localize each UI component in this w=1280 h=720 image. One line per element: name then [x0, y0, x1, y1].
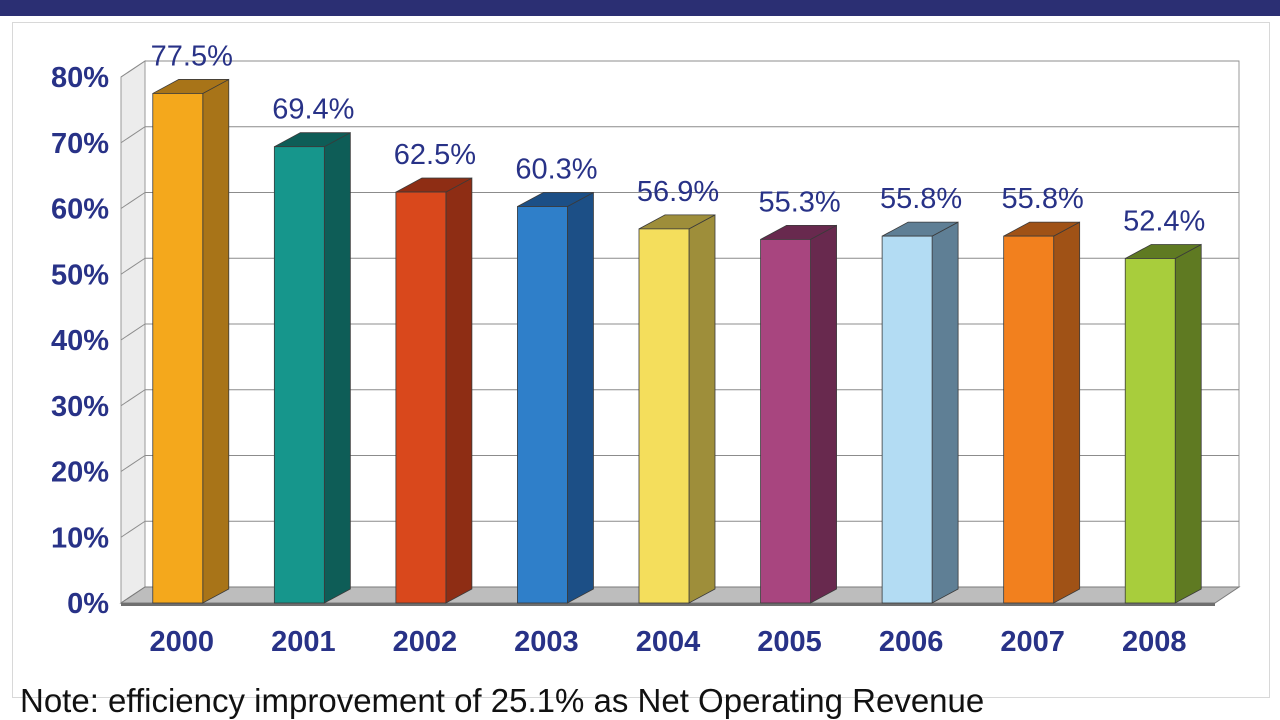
data-label: 55.8%: [1002, 183, 1084, 215]
data-label: 69.4%: [272, 94, 354, 126]
bar-side: [202, 78, 230, 604]
gridline-side: [120, 60, 146, 78]
gridline-side: [120, 126, 146, 144]
bar: [152, 93, 204, 604]
y-tick-label: 60%: [51, 194, 109, 226]
x-tick-label: 2002: [393, 626, 458, 658]
data-label: 77.5%: [151, 40, 233, 72]
bar-side: [323, 132, 351, 604]
bar-side: [567, 191, 594, 604]
bar: [881, 235, 933, 604]
bar-side: [1174, 243, 1202, 604]
chart-note: Note: efficiency improvement of 25.1% as…: [20, 682, 985, 719]
floor-edge: [121, 603, 1215, 606]
bar-side: [810, 224, 837, 604]
data-label: 52.4%: [1123, 205, 1205, 237]
data-label: 55.8%: [880, 183, 962, 215]
y-tick-label: 80%: [51, 62, 109, 94]
data-label: 55.3%: [758, 186, 840, 218]
header-band: [0, 0, 1280, 16]
x-tick-label: 2005: [757, 626, 822, 658]
y-tick-label: 30%: [51, 391, 109, 423]
x-tick-label: 2006: [879, 626, 944, 658]
bar-side: [931, 221, 959, 604]
bar: [638, 228, 690, 604]
x-tick-label: 2008: [1122, 626, 1187, 658]
x-tick-label: 2007: [1000, 626, 1065, 658]
bar: [1003, 235, 1055, 604]
bar: [760, 239, 811, 604]
y-tick-label: 10%: [51, 522, 109, 554]
chart-panel: 0% 10% 20% 30% 40% 50% 60% 70% 80% 77.5% 2000 69.4%…: [12, 22, 1270, 698]
y-tick-label: 70%: [51, 128, 109, 160]
y-tick-label: 0%: [67, 588, 109, 620]
gridline-side: [120, 389, 146, 407]
x-tick-label: 2004: [636, 626, 701, 658]
y-tick-label: 20%: [51, 457, 109, 489]
x-tick-label: 2003: [514, 626, 579, 658]
efficiency-bar-chart: 0% 10% 20% 30% 40% 50% 60% 70% 80% 77.5% 2000 69.4%…: [51, 40, 1241, 658]
x-tick-label: 2001: [271, 626, 336, 658]
bar: [517, 206, 568, 604]
data-label: 56.9%: [637, 176, 719, 208]
y-tick-label: 40%: [51, 325, 109, 357]
data-label: 62.5%: [394, 139, 476, 171]
gridline-side: [120, 323, 146, 341]
bar-side: [1053, 221, 1081, 604]
bar: [395, 191, 447, 604]
bar: [1124, 258, 1176, 604]
data-label: 60.3%: [515, 154, 597, 186]
bar-side: [688, 214, 716, 604]
gridline-side: [120, 455, 146, 472]
y-tick-label: 50%: [51, 259, 109, 291]
bar-side: [445, 177, 473, 604]
x-tick-label: 2000: [150, 626, 215, 658]
bar: [273, 146, 325, 604]
gridline-side: [120, 257, 146, 275]
gridline-side: [120, 520, 146, 538]
gridline-side: [120, 192, 146, 209]
